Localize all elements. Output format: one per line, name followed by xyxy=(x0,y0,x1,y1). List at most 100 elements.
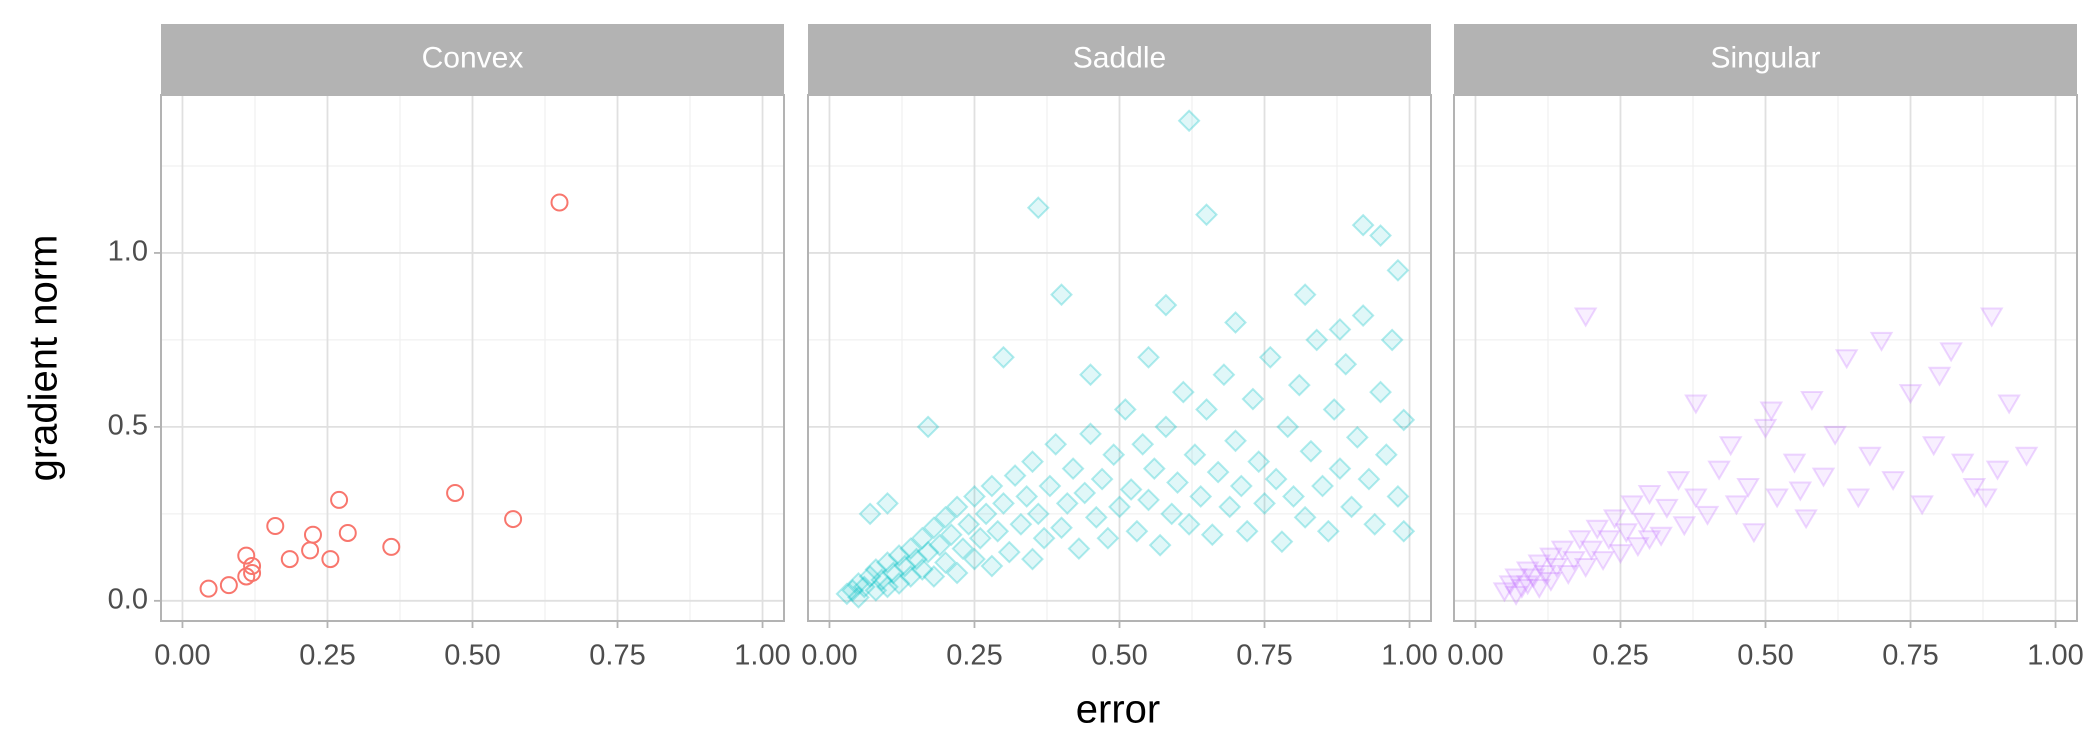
y-tick-label: 0.0 xyxy=(108,583,148,615)
x-tick-label: 1.00 xyxy=(2027,640,2083,672)
data-point xyxy=(864,558,888,581)
data-point xyxy=(550,193,569,212)
data-point xyxy=(1608,544,1633,565)
data-point xyxy=(504,510,523,529)
data-point xyxy=(1614,523,1639,544)
data-point xyxy=(1573,307,1598,328)
data-point xyxy=(1597,530,1621,551)
data-point xyxy=(876,575,899,599)
data-point xyxy=(1195,203,1218,227)
data-point xyxy=(1328,318,1352,341)
data-point xyxy=(1562,551,1586,572)
data-point xyxy=(1510,578,1534,599)
data-point xyxy=(1073,481,1097,505)
data-point xyxy=(1258,345,1282,369)
data-point xyxy=(945,561,969,585)
data-point xyxy=(1684,394,1708,415)
data-point xyxy=(1939,342,1963,363)
data-point xyxy=(1782,453,1807,474)
data-point xyxy=(1044,432,1068,456)
data-point xyxy=(1759,401,1784,422)
x-tick-label: 0.00 xyxy=(801,640,857,672)
data-point xyxy=(1649,526,1673,547)
data-point xyxy=(1328,457,1352,481)
data-point xyxy=(1050,516,1073,540)
data-point xyxy=(1684,488,1708,509)
data-point xyxy=(1299,439,1323,463)
data-point xyxy=(1736,478,1760,498)
data-point xyxy=(1631,512,1656,533)
data-point xyxy=(1003,464,1027,487)
strip xyxy=(808,24,1431,95)
data-point xyxy=(1090,467,1114,491)
data-point xyxy=(1351,213,1375,237)
data-point xyxy=(1544,558,1569,579)
data-point xyxy=(1050,283,1073,307)
data-point xyxy=(1079,363,1102,387)
data-point xyxy=(968,526,992,550)
data-point xyxy=(992,345,1015,369)
data-point xyxy=(303,525,322,544)
data-point xyxy=(1386,485,1410,508)
data-point xyxy=(266,517,285,536)
data-point xyxy=(916,540,940,564)
data-point xyxy=(1765,488,1789,509)
panel-title: Singular xyxy=(1710,41,1820,74)
data-point xyxy=(1189,485,1213,508)
y-tick-label: 1.0 xyxy=(108,236,148,268)
data-point xyxy=(1363,512,1387,536)
data-point xyxy=(1247,450,1271,474)
data-point xyxy=(893,554,917,578)
data-point xyxy=(910,526,934,550)
data-point xyxy=(858,565,882,588)
data-point xyxy=(446,483,465,502)
data-point xyxy=(1539,547,1563,568)
data-point xyxy=(1974,488,1998,509)
data-point xyxy=(1166,471,1189,494)
data-point xyxy=(1212,363,1236,387)
data-point xyxy=(887,544,911,568)
data-point xyxy=(1253,492,1276,515)
data-point xyxy=(1026,196,1050,220)
panel-border xyxy=(1453,94,2078,622)
data-point xyxy=(864,578,888,602)
data-point xyxy=(1218,495,1242,519)
x-tick-label: 1.00 xyxy=(734,640,790,672)
data-point xyxy=(219,576,238,595)
data-point xyxy=(1869,331,1894,352)
data-point xyxy=(1515,575,1540,596)
data-point xyxy=(1293,505,1317,529)
data-point xyxy=(1858,446,1882,467)
panel-border xyxy=(807,94,1432,622)
data-point xyxy=(852,575,876,599)
data-point xyxy=(1015,485,1039,508)
data-point xyxy=(841,578,865,602)
data-point xyxy=(1224,311,1247,334)
data-point xyxy=(1148,533,1172,557)
data-point xyxy=(1834,349,1859,370)
data-point xyxy=(1177,109,1201,133)
data-point xyxy=(243,563,262,582)
data-point xyxy=(1032,526,1056,550)
data-point xyxy=(1927,366,1952,387)
data-point xyxy=(1515,561,1540,582)
data-point xyxy=(1038,474,1062,498)
data-point xyxy=(1171,380,1195,404)
data-point xyxy=(957,512,981,536)
data-point xyxy=(1345,425,1369,449)
data-point xyxy=(1724,495,1749,516)
data-point xyxy=(1392,408,1416,432)
data-point xyxy=(997,540,1021,564)
data-point xyxy=(1282,485,1305,508)
data-point xyxy=(1794,509,1818,530)
x-axis-title: error xyxy=(1076,688,1160,732)
data-point xyxy=(1131,432,1155,456)
data-point xyxy=(1322,398,1346,421)
data-point xyxy=(1206,460,1230,484)
data-point xyxy=(1620,495,1644,516)
data-point xyxy=(1753,418,1778,439)
data-point xyxy=(1067,537,1091,561)
data-point xyxy=(876,492,899,515)
data-point xyxy=(280,550,299,569)
data-point xyxy=(1823,425,1847,446)
